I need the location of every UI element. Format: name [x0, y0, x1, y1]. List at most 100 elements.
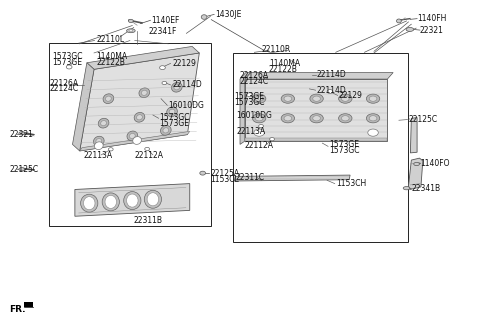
Ellipse shape [254, 129, 264, 136]
Polygon shape [245, 79, 387, 141]
Text: 1573GE: 1573GE [234, 92, 264, 101]
Text: 22129: 22129 [172, 59, 196, 68]
Ellipse shape [313, 96, 321, 101]
Text: 22341F: 22341F [148, 27, 177, 36]
Ellipse shape [145, 147, 150, 151]
Polygon shape [245, 72, 393, 79]
Ellipse shape [167, 107, 178, 117]
Ellipse shape [341, 96, 349, 101]
Text: 22110R: 22110R [262, 45, 291, 54]
Ellipse shape [338, 114, 352, 123]
Ellipse shape [169, 109, 175, 114]
Ellipse shape [369, 96, 377, 101]
Polygon shape [408, 158, 423, 190]
Ellipse shape [252, 114, 266, 123]
Ellipse shape [95, 142, 103, 150]
Ellipse shape [129, 19, 133, 23]
Ellipse shape [134, 113, 145, 122]
Ellipse shape [129, 30, 133, 32]
Ellipse shape [403, 187, 410, 190]
Ellipse shape [127, 131, 138, 141]
Ellipse shape [142, 90, 147, 95]
Text: FR.: FR. [9, 305, 26, 314]
Text: 22110L: 22110L [96, 35, 124, 44]
Text: 1573GE: 1573GE [159, 119, 190, 128]
Ellipse shape [81, 194, 98, 212]
Text: 22125C: 22125C [408, 115, 438, 124]
Ellipse shape [94, 136, 104, 146]
Text: 1140MA: 1140MA [96, 52, 128, 61]
Polygon shape [234, 175, 350, 181]
Polygon shape [245, 138, 387, 141]
Text: 22122B: 22122B [269, 65, 298, 74]
Polygon shape [240, 72, 251, 144]
Ellipse shape [366, 114, 380, 123]
Ellipse shape [159, 66, 165, 70]
Ellipse shape [259, 125, 264, 128]
Text: 22321: 22321 [9, 130, 33, 139]
Ellipse shape [137, 115, 143, 120]
Text: 22114D: 22114D [317, 86, 347, 95]
Ellipse shape [255, 96, 263, 101]
Text: 22311B: 22311B [134, 216, 163, 225]
Text: 1573GC: 1573GC [159, 113, 190, 122]
Ellipse shape [310, 94, 323, 103]
Ellipse shape [327, 90, 333, 93]
Bar [24, 302, 33, 307]
Ellipse shape [19, 168, 24, 171]
Polygon shape [410, 118, 417, 153]
Ellipse shape [281, 94, 295, 103]
Text: 1153CL: 1153CL [210, 174, 239, 184]
Ellipse shape [171, 82, 182, 92]
Bar [48, 43, 211, 226]
Ellipse shape [255, 116, 263, 121]
Ellipse shape [200, 171, 205, 175]
Text: 22126A: 22126A [49, 78, 79, 88]
Text: 22113A: 22113A [84, 151, 113, 160]
Ellipse shape [124, 192, 141, 210]
Ellipse shape [163, 128, 169, 133]
Text: 22341B: 22341B [411, 184, 441, 193]
Text: 1153CH: 1153CH [336, 179, 366, 188]
Text: 22114D: 22114D [317, 70, 347, 79]
Text: 1140FO: 1140FO [420, 159, 449, 168]
Ellipse shape [147, 193, 158, 206]
Ellipse shape [162, 81, 167, 85]
Ellipse shape [284, 116, 292, 121]
Ellipse shape [96, 138, 102, 144]
Ellipse shape [313, 116, 321, 121]
Ellipse shape [247, 93, 252, 97]
Ellipse shape [396, 19, 401, 23]
Ellipse shape [281, 114, 295, 123]
Text: 22114D: 22114D [172, 80, 202, 90]
Ellipse shape [201, 15, 207, 19]
Polygon shape [80, 131, 190, 151]
Ellipse shape [369, 116, 377, 121]
Text: 22321: 22321 [420, 26, 444, 34]
Text: 22126A: 22126A [239, 71, 268, 80]
Text: 22122B: 22122B [96, 58, 125, 67]
Text: 16010DG: 16010DG [236, 111, 272, 119]
Ellipse shape [101, 121, 107, 126]
Ellipse shape [102, 193, 120, 211]
Text: 1573GC: 1573GC [234, 98, 264, 107]
Ellipse shape [133, 136, 142, 144]
Polygon shape [72, 63, 94, 151]
Text: 22129: 22129 [338, 91, 362, 100]
Ellipse shape [103, 94, 114, 104]
Ellipse shape [270, 137, 275, 141]
Ellipse shape [338, 94, 352, 103]
Text: 1573GC: 1573GC [329, 146, 360, 155]
Ellipse shape [144, 190, 161, 208]
Ellipse shape [414, 162, 420, 166]
Text: 1140FH: 1140FH [417, 14, 446, 23]
Ellipse shape [127, 29, 135, 33]
Text: 22112A: 22112A [245, 141, 274, 150]
Ellipse shape [366, 94, 380, 103]
Text: 1430JE: 1430JE [215, 10, 241, 19]
Text: 1573GE: 1573GE [52, 58, 83, 67]
Ellipse shape [106, 96, 111, 101]
Text: 22125C: 22125C [9, 165, 38, 174]
Polygon shape [80, 53, 199, 151]
Bar [233, 53, 408, 242]
